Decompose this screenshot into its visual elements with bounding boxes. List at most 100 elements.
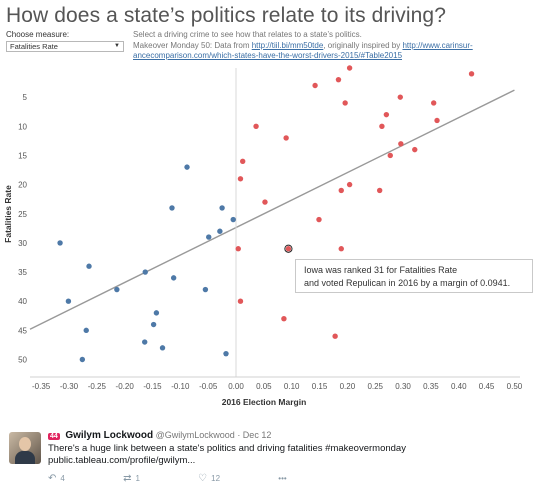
x-tick-label: 0.10 (284, 382, 300, 391)
y-tick-label: 35 (18, 268, 27, 277)
avatar[interactable] (9, 432, 41, 464)
measure-label: Choose measure: (6, 30, 70, 39)
x-tick-label: 0.50 (507, 382, 523, 391)
tweet-link[interactable]: public.tableau.com/profile/gwilym... (48, 455, 196, 466)
x-tick-label: -0.15 (143, 382, 162, 391)
y-tick-label: 40 (18, 297, 27, 306)
republican-point (342, 100, 348, 106)
x-tick-label: 0.25 (367, 382, 383, 391)
y-tick-label: 30 (18, 239, 27, 248)
retweet-icon: ⇄ (123, 473, 132, 484)
x-tick-label: 0.00 (228, 382, 244, 391)
tweet-text-line-1: There's a huge link between a state's po… (48, 443, 406, 454)
republican-point (468, 71, 475, 77)
source-prefix: Makeover Monday 50: Data from (133, 41, 252, 50)
x-tick-label: 0.35 (423, 382, 439, 391)
democrat-point (150, 321, 157, 328)
democrat-point (57, 240, 63, 246)
measure-select[interactable]: Fatalities Rate ▼ (6, 41, 124, 52)
heart-icon: ♡ (198, 473, 208, 484)
measure-select-value: Fatalities Rate (10, 42, 58, 51)
republican-point (376, 187, 383, 194)
republican-point (398, 141, 404, 147)
like-count: 12 (211, 474, 221, 483)
democrat-point (65, 298, 72, 304)
source-link-inspiration[interactable]: http://www.carinsur-ancecomparison.com/w… (133, 41, 473, 60)
republican-point (346, 181, 353, 188)
source-text: Makeover Monday 50: Data from http://tii… (133, 41, 533, 61)
highlighted-point-ring (284, 244, 293, 253)
source-link-data[interactable]: http://tiil.bi/mm50tde (251, 41, 324, 50)
tweet-card: 44 Gwilym Lockwood @GwilymLockwood · Dec… (0, 424, 540, 492)
retweet-count: 1 (135, 474, 140, 483)
tooltip-line-1: Iowa was ranked 31 for Fatalities Rate (304, 265, 458, 275)
republican-point (235, 246, 241, 252)
instruction-text: Select a driving crime to see how that r… (133, 30, 362, 39)
x-tick-label: 0.15 (312, 382, 328, 391)
y-tick-label: 15 (18, 151, 27, 160)
republican-point (430, 100, 437, 106)
tweet-author-handle[interactable]: @GwilymLockwood (155, 430, 235, 440)
reply-count: 4 (60, 474, 65, 483)
tweet-actions: ↶ 4 ⇄ 1 ♡ 12 ••• (48, 473, 343, 484)
republican-point (383, 111, 390, 118)
tweet-badge: 44 (48, 433, 60, 440)
tweet-author-name[interactable]: Gwilym Lockwood (65, 430, 154, 441)
democrat-point (184, 164, 190, 170)
y-axis-label: Fatalities Rate (3, 185, 13, 243)
reply-icon: ↶ (48, 473, 57, 484)
tooltip-line-2: and voted Repulican in 2016 by a margin … (304, 278, 511, 288)
republican-point (397, 94, 403, 100)
democrat-point (223, 350, 229, 357)
tweet-date[interactable]: · Dec 12 (237, 430, 272, 440)
reply-button[interactable]: ↶ 4 (48, 473, 93, 484)
scatter-chart[interactable]: -0.35 -0.30 -0.25 -0.20 -0.15 -0.10 -0.05 0.00 0… (0, 0, 540, 424)
x-tick-label: -0.05 (199, 382, 218, 391)
y-tick-label: 25 (18, 210, 27, 219)
democrat-point (153, 310, 160, 316)
republican-point (338, 246, 344, 252)
more-button[interactable]: ••• (278, 474, 314, 483)
trend-line-group (29, 89, 515, 330)
x-tick-label: 0.40 (451, 382, 467, 391)
republican-point (312, 82, 318, 89)
republican-point (253, 123, 259, 130)
y-tick-label: 45 (18, 326, 27, 335)
democrat-point (230, 216, 236, 223)
democrat-point (202, 286, 209, 293)
data-points-group (57, 65, 475, 363)
republican-point (335, 76, 342, 83)
republican-point (338, 187, 344, 194)
republican-point (285, 246, 292, 252)
republican-point (237, 176, 244, 182)
democrat-point (83, 327, 89, 334)
x-tick-label: 0.30 (395, 382, 411, 391)
republican-point (332, 333, 338, 339)
democrat-point (86, 263, 92, 269)
y-tick-label: 20 (18, 181, 27, 190)
tooltip: Iowa was ranked 31 for Fatalities Rate a… (295, 259, 533, 293)
republican-point (283, 135, 289, 141)
republican-point (412, 146, 418, 153)
democrat-point (217, 228, 223, 234)
x-axis-label: 2016 Election Margin (222, 397, 307, 407)
retweet-button[interactable]: ⇄ 1 (123, 473, 168, 484)
democrat-point (206, 234, 212, 240)
x-tick-label: -0.20 (116, 382, 135, 391)
y-tick-label: 10 (18, 122, 27, 131)
chart-title: How does a state’s politics relate to it… (6, 4, 446, 27)
democrat-point (142, 339, 148, 345)
more-icon: ••• (278, 474, 287, 483)
republican-point (316, 216, 322, 223)
tweet-text: There's a huge link between a state's po… (48, 443, 406, 467)
democrat-point (142, 269, 148, 275)
like-button[interactable]: ♡ 12 (198, 473, 248, 484)
x-tick-label: -0.30 (60, 382, 79, 391)
republican-point (387, 152, 393, 159)
x-tick-label: 0.45 (479, 382, 495, 391)
x-tick-label: -0.25 (88, 382, 107, 391)
y-tick-label: 50 (18, 356, 27, 365)
democrat-point (114, 286, 120, 293)
republican-point (281, 315, 287, 322)
x-tick-label: 0.05 (256, 382, 272, 391)
